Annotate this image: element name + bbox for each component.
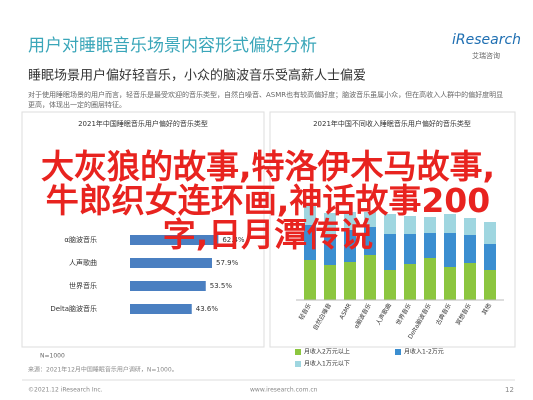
bar-segment [324,235,336,265]
bar-segment [364,227,376,255]
x-label: 世界音乐 [394,302,413,327]
legend-label: 月收入1-2万元 [404,348,444,356]
bar-segment [404,234,416,264]
bar-segment [364,255,376,300]
y-label: 人声歌曲 [69,258,97,267]
bar-segment [324,265,336,300]
subtitle: 睡眠场景用户偏好轻音乐，小众的脑波音乐受高薪人士偏爱 [28,68,366,84]
left-title: 2021年中国睡眠音乐用户偏好的音乐类型 [78,119,208,128]
bar-segment [344,230,356,262]
x-label: α脑波音乐 [352,302,373,330]
x-label: 人声歌曲 [374,302,393,327]
legend-swatch [395,349,401,355]
bar-segment [344,262,356,300]
y-label: 世界音乐 [69,281,97,290]
bar-segment [444,267,456,300]
legend-swatch [295,349,301,355]
y-label: Delta脑波音乐 [50,304,97,313]
logo: iResearch [452,32,521,48]
bar-segment [464,235,476,263]
bar-segment [304,225,316,260]
value-label: 53.5% [210,282,233,290]
bar-segment [364,212,376,227]
bar-segment [464,263,476,300]
value-label: 43.6% [196,305,219,313]
site: www.iresearch.com.cn [250,387,318,394]
logo-sub: 艾瑞咨询 [472,51,500,60]
left-box [21,111,265,348]
x-label: 冥想音乐 [454,302,473,327]
bar-segment [424,258,436,300]
overlay-text: 大灰狼的故事,特洛伊木马故事,牛郎织女连环画,神话故事200字,日月潭传说 [40,147,496,254]
legend-label: 月收入2万元以上 [304,348,350,356]
bar-segment [404,264,416,300]
bar-segment [424,217,436,233]
bar [130,258,212,268]
bar [130,235,219,245]
bar-segment [444,233,456,267]
legend-label: 月收入1万元以下 [304,360,350,368]
bar-segment [484,222,496,244]
bar-segment [424,233,436,258]
bar [130,281,206,291]
body-box: 对于使用睡眠场景的用户而言，轻音乐是最受欢迎的音乐类型，自然白噪音、ASMR也有… [28,91,504,109]
bar-segment [384,270,396,300]
x-label: 自然白噪音 [311,302,333,332]
bar-segment [304,205,316,225]
copyright: ©2021.12 iResearch Inc. [28,387,103,394]
x-label: 古典音乐 [434,302,453,327]
x-label: ASMR [338,302,353,320]
y-label: α脑波音乐 [64,235,97,244]
left-note: N=1000 [40,353,65,360]
bar-segment [344,212,356,230]
bar-segment [324,213,336,235]
legend-swatch [295,361,301,367]
right-title: 2021年中国不同收入睡眠音乐用户偏好的音乐类型 [313,119,471,128]
bar-segment [384,234,396,270]
x-label: 其他 [480,302,493,316]
bar-segment [304,260,316,300]
value-label: 57.9% [216,259,239,267]
bar-segment [464,218,476,235]
bar-segment [384,214,396,234]
value-label: 62.4% [222,236,245,244]
bar-segment [484,244,496,270]
bar-segment [444,214,456,233]
bar-segment [404,216,416,234]
bar [130,304,192,314]
page-number: 12 [505,386,514,394]
title: 用户对睡眠音乐场景内容形式偏好分析 [28,36,317,56]
source: 来源：2021年12月中国睡眠音乐用户调研，N=1000。 [28,366,178,374]
x-label: 轻音乐 [297,302,313,322]
right-box [269,111,516,348]
body-text: 对于使用睡眠场景的用户而言，轻音乐是最受欢迎的音乐类型，自然白噪音、ASMR也有… [28,91,504,109]
bar-segment [484,270,496,300]
